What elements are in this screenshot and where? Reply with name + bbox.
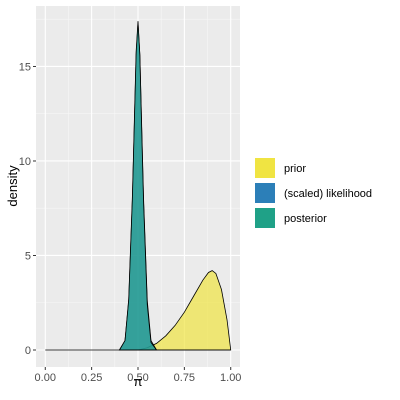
x-tick-label: 0.75 [174, 372, 195, 384]
x-axis-title: π [134, 374, 143, 389]
y-tick-label: 10 [19, 156, 31, 168]
x-tick-label: 0.50 [127, 372, 148, 384]
y-tick-label: 5 [25, 250, 31, 262]
y-axis: 0 5 10 15 [19, 61, 36, 357]
legend: prior (scaled) likelihood posterior [255, 158, 372, 228]
x-tick-label: 1.00 [220, 372, 241, 384]
y-tick-label: 0 [25, 345, 31, 357]
prior-area [137, 270, 232, 351]
prior-legend-label: prior [284, 163, 306, 175]
posterior-area [118, 21, 158, 351]
x-tick-label: 0.00 [35, 372, 56, 384]
prior-legend-key [255, 158, 275, 178]
x-tick-label: 0.25 [81, 372, 102, 384]
posterior-legend-key [255, 208, 275, 228]
posterior-legend-label: posterior [284, 213, 327, 225]
density-areas [45, 21, 232, 351]
y-axis-title: density [5, 165, 20, 207]
scaled-likelihood-legend-key [255, 183, 275, 203]
y-tick-label: 15 [19, 61, 31, 73]
scaled-likelihood-legend-label: (scaled) likelihood [284, 188, 372, 200]
x-axis: 0.00 0.25 0.50 0.75 1.00 [35, 367, 241, 384]
